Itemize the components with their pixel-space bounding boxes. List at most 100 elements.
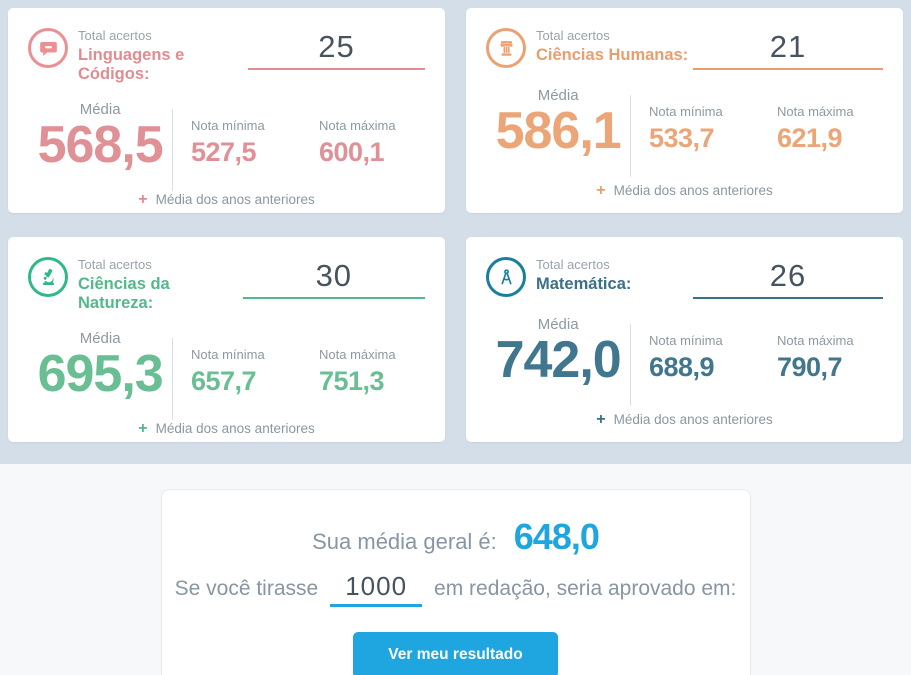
total-acertos-label: Total acertos <box>78 28 152 43</box>
card-body: Média 586,1 Nota mínima 533,7 Nota máxim… <box>486 87 883 177</box>
nota-maxima-label: Nota máxima <box>777 333 854 348</box>
plus-icon: + <box>596 182 606 199</box>
nota-minima-value: 688,9 <box>649 352 715 382</box>
total-acertos-input[interactable]: 21 <box>693 26 883 70</box>
compass-icon <box>486 257 526 297</box>
column-icon <box>486 28 526 68</box>
nota-minima-label: Nota mínima <box>649 104 723 119</box>
card-header: Total acertos Linguagens e Códigos: 25 <box>28 26 425 84</box>
media-value: 695,3 <box>37 345 164 403</box>
media-geral-label: Sua média geral é: <box>312 529 497 554</box>
media-block: Média 586,1 <box>486 87 630 177</box>
nota-minima-value: 533,7 <box>649 123 715 153</box>
total-acertos-value: 30 <box>315 258 353 293</box>
subject-label: Linguagens e Códigos: <box>78 46 185 83</box>
total-acertos-label: Total acertos <box>536 257 610 272</box>
input-underline <box>242 297 425 299</box>
media-value: 586,1 <box>495 102 622 160</box>
minmax-block: Nota mínima 533,7 Nota máxima 621,9 <box>631 104 883 177</box>
nota-maxima-value: 751,3 <box>319 366 385 396</box>
card-body: Média 568,5 Nota mínima 527,5 Nota máxim… <box>28 101 425 191</box>
divider <box>630 95 631 177</box>
total-acertos-input[interactable]: 30 <box>242 255 425 299</box>
button-row: Ver meu resultado <box>162 632 750 675</box>
input-underline <box>247 68 425 70</box>
total-acertos-label: Total acertos <box>536 28 610 43</box>
card-footer: + Média dos anos anteriores <box>486 411 883 429</box>
nota-minima-col: Nota mínima 657,7 <box>191 347 297 420</box>
card-labels: Total acertos Ciências Humanas: <box>536 26 688 65</box>
subject-label: Matemática: <box>536 275 632 293</box>
nota-minima-value: 657,7 <box>191 366 257 396</box>
card-body: Média 695,3 Nota mínima 657,7 Nota máxim… <box>28 330 425 420</box>
card-footer: + Média dos anos anteriores <box>28 191 425 209</box>
nota-maxima-label: Nota máxima <box>777 104 854 119</box>
total-acertos-input[interactable]: 26 <box>693 255 883 299</box>
nota-minima-col: Nota mínima 527,5 <box>191 118 297 191</box>
essay-prefix: Se você tirasse <box>174 577 319 600</box>
nota-minima-col: Nota mínima 688,9 <box>649 333 755 406</box>
card-footer: + Média dos anos anteriores <box>486 182 883 200</box>
media-block: Média 695,3 <box>28 330 172 420</box>
divider <box>172 338 173 420</box>
nota-maxima-col: Nota máxima 790,7 <box>777 333 883 406</box>
media-value: 742,0 <box>495 331 622 389</box>
subject-card-natureza: Total acertos Ciências da Natureza: 30 M… <box>8 237 445 442</box>
subject-label: Ciências Humanas: <box>536 46 689 64</box>
input-underline <box>693 297 883 299</box>
media-block: Média 742,0 <box>486 316 630 406</box>
nota-minima-value: 527,5 <box>191 137 257 167</box>
previous-years-link[interactable]: + Média dos anos anteriores <box>138 191 314 209</box>
nota-maxima-value: 600,1 <box>319 137 385 167</box>
plus-icon: + <box>596 411 606 428</box>
media-block: Média 568,5 <box>28 101 172 191</box>
minmax-block: Nota mínima 527,5 Nota máxima 600,1 <box>173 118 425 191</box>
nota-maxima-value: 621,9 <box>777 123 843 153</box>
nota-maxima-value: 790,7 <box>777 352 843 382</box>
previous-years-label: Média dos anos anteriores <box>613 412 773 427</box>
media-label: Média <box>537 87 579 104</box>
plus-icon: + <box>138 420 148 437</box>
card-labels: Total acertos Matemática: <box>536 255 631 294</box>
previous-years-link[interactable]: + Média dos anos anteriores <box>596 182 772 200</box>
essay-score-input[interactable]: 1000 <box>330 571 423 607</box>
divider <box>172 109 173 191</box>
previous-years-link[interactable]: + Média dos anos anteriores <box>596 411 772 429</box>
previous-years-link[interactable]: + Média dos anos anteriores <box>138 420 314 438</box>
card-labels: Total acertos Ciências da Natureza: <box>78 255 243 313</box>
subject-card-humanas: Total acertos Ciências Humanas: 21 Média… <box>466 8 903 213</box>
summary-section: Sua média geral é: 648,0 Se você tirasse… <box>0 464 911 675</box>
nota-maxima-col: Nota máxima 600,1 <box>319 118 425 191</box>
card-labels: Total acertos Linguagens e Códigos: <box>78 26 248 84</box>
nota-minima-col: Nota mínima 533,7 <box>649 104 755 177</box>
media-value: 568,5 <box>37 116 164 174</box>
plus-icon: + <box>138 191 148 208</box>
essay-row: Se você tirasse 1000 em redação, seria a… <box>162 571 750 607</box>
ver-meu-resultado-button[interactable]: Ver meu resultado <box>353 632 558 675</box>
previous-years-label: Média dos anos anteriores <box>155 192 315 207</box>
subject-label: Ciências da Natureza: <box>78 275 170 312</box>
essay-suffix: em redação, seria aprovado em: <box>434 577 737 600</box>
nota-minima-label: Nota mínima <box>191 347 265 362</box>
total-acertos-value: 25 <box>318 29 355 64</box>
nota-maxima-label: Nota máxima <box>319 118 396 133</box>
nota-maxima-col: Nota máxima 751,3 <box>319 347 425 420</box>
total-acertos-label: Total acertos <box>78 257 152 272</box>
previous-years-label: Média dos anos anteriores <box>155 421 315 436</box>
nota-minima-label: Nota mínima <box>191 118 265 133</box>
divider <box>630 324 631 406</box>
card-header: Total acertos Ciências Humanas: 21 <box>486 26 883 70</box>
speech-bubble-icon <box>28 28 68 68</box>
media-geral-row: Sua média geral é: 648,0 <box>312 516 600 558</box>
media-label: Média <box>79 101 121 118</box>
media-label: Média <box>537 316 579 333</box>
subjects-section: Total acertos Linguagens e Códigos: 25 M… <box>0 0 911 464</box>
total-acertos-input[interactable]: 25 <box>247 26 425 70</box>
card-footer: + Média dos anos anteriores <box>28 420 425 438</box>
microscope-icon <box>28 257 68 297</box>
media-geral-value: 648,0 <box>513 516 600 557</box>
minmax-block: Nota mínima 657,7 Nota máxima 751,3 <box>173 347 425 420</box>
input-underline <box>693 68 883 70</box>
total-acertos-value: 21 <box>769 29 807 64</box>
card-header: Total acertos Matemática: 26 <box>486 255 883 299</box>
